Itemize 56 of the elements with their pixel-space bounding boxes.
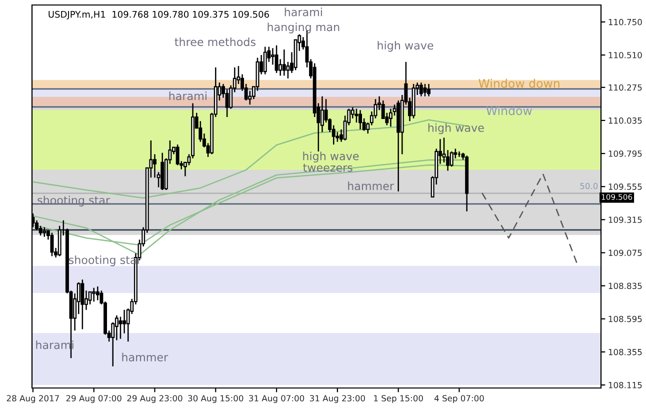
candlestick xyxy=(96,286,100,301)
y-tick-label: 108.835 xyxy=(608,282,642,290)
y-tick-label: 110.035 xyxy=(608,117,642,124)
annotation: high wave xyxy=(378,40,434,52)
y-tick-label: 108.115 xyxy=(608,382,642,388)
candlestick xyxy=(419,82,423,97)
x-tick-label: 31 Aug 23:00 xyxy=(310,395,365,404)
x-tick-label: 30 Aug 15:00 xyxy=(188,395,244,404)
y-tick-label: 108.355 xyxy=(608,348,642,356)
annotation: harami xyxy=(284,8,322,16)
y-tick-label: 108.595 xyxy=(608,316,642,322)
y-tick-label: 109.315 xyxy=(608,216,642,223)
candlestick xyxy=(50,232,54,257)
candlestick xyxy=(80,278,84,330)
candlestick xyxy=(358,109,362,130)
y-tick-label: 110.750 xyxy=(608,18,642,26)
candlestick xyxy=(388,108,392,128)
text: USDJPY.m,H1 109.768 109.780 109.375 109.506 xyxy=(48,10,269,20)
x-tick-label: 4 Sep 07:00 xyxy=(434,395,484,404)
annotation: hammer xyxy=(348,182,394,190)
candlestick xyxy=(122,309,126,334)
x-tick-label: 28 Aug 2017 xyxy=(6,395,59,404)
annotation: high wave xyxy=(303,152,359,162)
candlestick xyxy=(248,90,252,106)
candlestick xyxy=(274,44,278,74)
candlestick xyxy=(42,226,46,238)
candlestick xyxy=(350,106,354,120)
candlestick xyxy=(176,144,180,166)
line-series xyxy=(481,173,578,265)
candlestick xyxy=(286,61,290,80)
y-tick-label: 110.275 xyxy=(608,84,642,91)
y-tick-label: 109.795 xyxy=(608,150,642,157)
candlestick xyxy=(423,83,427,97)
x-tick-label: 29 Aug 23:00 xyxy=(127,395,182,404)
candlestick xyxy=(153,154,156,178)
candlestick xyxy=(92,287,96,302)
x-tick-label: 29 Aug 07:00 xyxy=(66,395,122,404)
annotation: tweezers xyxy=(303,164,352,172)
annotation: three methods xyxy=(174,38,256,46)
annotation: high wave xyxy=(428,123,484,134)
annotation: harami xyxy=(169,92,206,100)
candlestick xyxy=(278,58,282,76)
candlestick xyxy=(354,108,358,124)
candlestick xyxy=(263,46,267,75)
annotation: hammer xyxy=(122,352,168,362)
x-tick-label: 1 Sep 15:00 xyxy=(374,395,423,404)
annotation: 50.0 xyxy=(580,182,598,190)
x-tick-label: 31 Aug 07:00 xyxy=(249,395,304,404)
y-tick-label: 110.510 xyxy=(608,52,642,58)
annotation: hanging man xyxy=(268,22,340,34)
candlestick xyxy=(282,48,286,76)
candlestick xyxy=(427,83,431,97)
y-tick-label: 109.555 xyxy=(608,184,642,190)
candlestick xyxy=(450,150,454,168)
y-tick-label: 109.075 xyxy=(608,250,642,256)
band-label: Window down xyxy=(478,78,560,88)
